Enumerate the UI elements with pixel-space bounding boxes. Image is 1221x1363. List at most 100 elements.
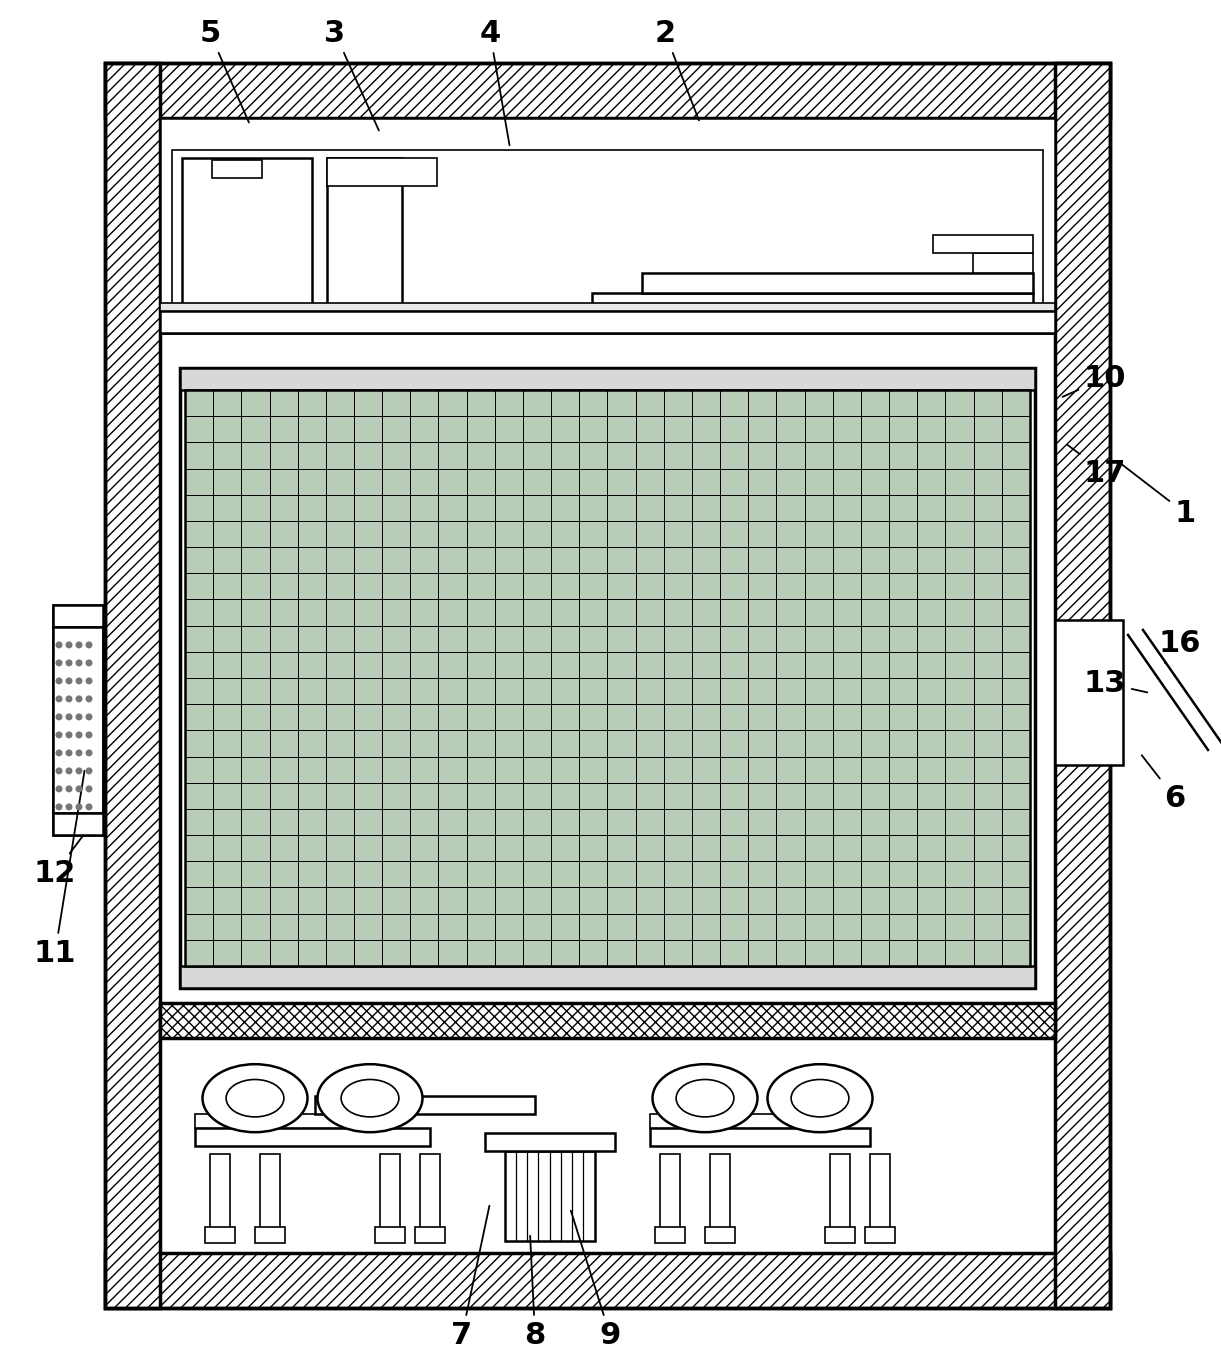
Circle shape — [85, 695, 93, 702]
Bar — [105, 1253, 1110, 1308]
Circle shape — [55, 732, 62, 739]
Text: 16: 16 — [1159, 628, 1201, 662]
Text: 6: 6 — [1142, 755, 1186, 812]
Circle shape — [55, 767, 62, 774]
Bar — [705, 1227, 735, 1243]
Bar — [53, 627, 103, 812]
Bar — [315, 1096, 535, 1114]
Bar — [327, 158, 437, 185]
Circle shape — [85, 677, 93, 684]
Bar — [650, 1127, 871, 1145]
Bar — [830, 1153, 850, 1231]
Bar — [871, 1153, 890, 1231]
Ellipse shape — [203, 1065, 308, 1133]
Circle shape — [66, 785, 72, 792]
Bar — [654, 1227, 685, 1243]
Circle shape — [55, 677, 62, 684]
Circle shape — [85, 785, 93, 792]
Circle shape — [66, 767, 72, 774]
Circle shape — [76, 750, 83, 756]
Ellipse shape — [317, 1065, 422, 1133]
Circle shape — [66, 695, 72, 702]
Text: 12: 12 — [34, 836, 83, 887]
Ellipse shape — [341, 1079, 399, 1116]
Bar — [53, 812, 103, 836]
Text: 8: 8 — [524, 1236, 546, 1349]
Circle shape — [76, 695, 83, 702]
Circle shape — [55, 803, 62, 811]
Bar — [485, 1133, 615, 1150]
Bar — [105, 63, 1110, 119]
Bar — [650, 1114, 825, 1127]
Bar — [825, 1227, 855, 1243]
Ellipse shape — [791, 1079, 849, 1116]
Circle shape — [76, 713, 83, 721]
Circle shape — [85, 732, 93, 739]
Circle shape — [66, 713, 72, 721]
Circle shape — [85, 713, 93, 721]
Text: 9: 9 — [571, 1210, 620, 1349]
Circle shape — [55, 785, 62, 792]
Bar — [661, 1153, 680, 1231]
Circle shape — [85, 750, 93, 756]
Polygon shape — [452, 158, 628, 315]
Circle shape — [55, 660, 62, 667]
Bar — [179, 368, 1035, 390]
Bar — [327, 158, 402, 315]
Circle shape — [55, 642, 62, 649]
Bar — [105, 63, 1110, 1308]
Circle shape — [85, 642, 93, 649]
Ellipse shape — [676, 1079, 734, 1116]
Circle shape — [76, 732, 83, 739]
Bar — [195, 1127, 430, 1145]
Ellipse shape — [226, 1079, 283, 1116]
Bar — [160, 303, 1055, 311]
Bar — [179, 368, 1035, 988]
Text: 10: 10 — [1062, 364, 1126, 397]
Text: 13: 13 — [1084, 668, 1148, 698]
Bar — [709, 1153, 730, 1231]
Bar — [53, 605, 103, 836]
Bar — [592, 293, 1033, 315]
Bar — [973, 254, 1033, 273]
Circle shape — [66, 642, 72, 649]
Ellipse shape — [768, 1065, 873, 1133]
Text: 11: 11 — [34, 770, 84, 968]
Bar — [260, 1153, 280, 1231]
Circle shape — [66, 750, 72, 756]
Bar — [1055, 63, 1110, 1308]
Text: 7: 7 — [452, 1206, 490, 1349]
Circle shape — [85, 767, 93, 774]
Circle shape — [66, 803, 72, 811]
Circle shape — [76, 660, 83, 667]
Circle shape — [76, 677, 83, 684]
Text: 5: 5 — [199, 19, 249, 123]
Circle shape — [76, 785, 83, 792]
Bar — [210, 1153, 230, 1231]
Circle shape — [85, 660, 93, 667]
Circle shape — [55, 750, 62, 756]
Bar — [160, 1003, 1055, 1039]
Circle shape — [66, 732, 72, 739]
Bar — [105, 63, 160, 1308]
Bar — [179, 966, 1035, 988]
Circle shape — [76, 803, 83, 811]
Text: 2: 2 — [654, 19, 698, 120]
Bar — [420, 1153, 440, 1231]
Text: 1: 1 — [1122, 465, 1195, 527]
Bar — [212, 159, 263, 179]
Bar — [380, 1153, 400, 1231]
Bar — [375, 1227, 405, 1243]
Bar — [160, 119, 1055, 333]
Bar — [53, 605, 103, 627]
Bar — [642, 273, 1033, 293]
Circle shape — [66, 660, 72, 667]
Circle shape — [66, 677, 72, 684]
Bar — [195, 1114, 370, 1127]
Bar — [160, 311, 1055, 333]
Text: 3: 3 — [325, 19, 379, 131]
Circle shape — [55, 695, 62, 702]
Bar — [205, 1227, 234, 1243]
Bar — [864, 1227, 895, 1243]
Bar — [182, 158, 313, 315]
